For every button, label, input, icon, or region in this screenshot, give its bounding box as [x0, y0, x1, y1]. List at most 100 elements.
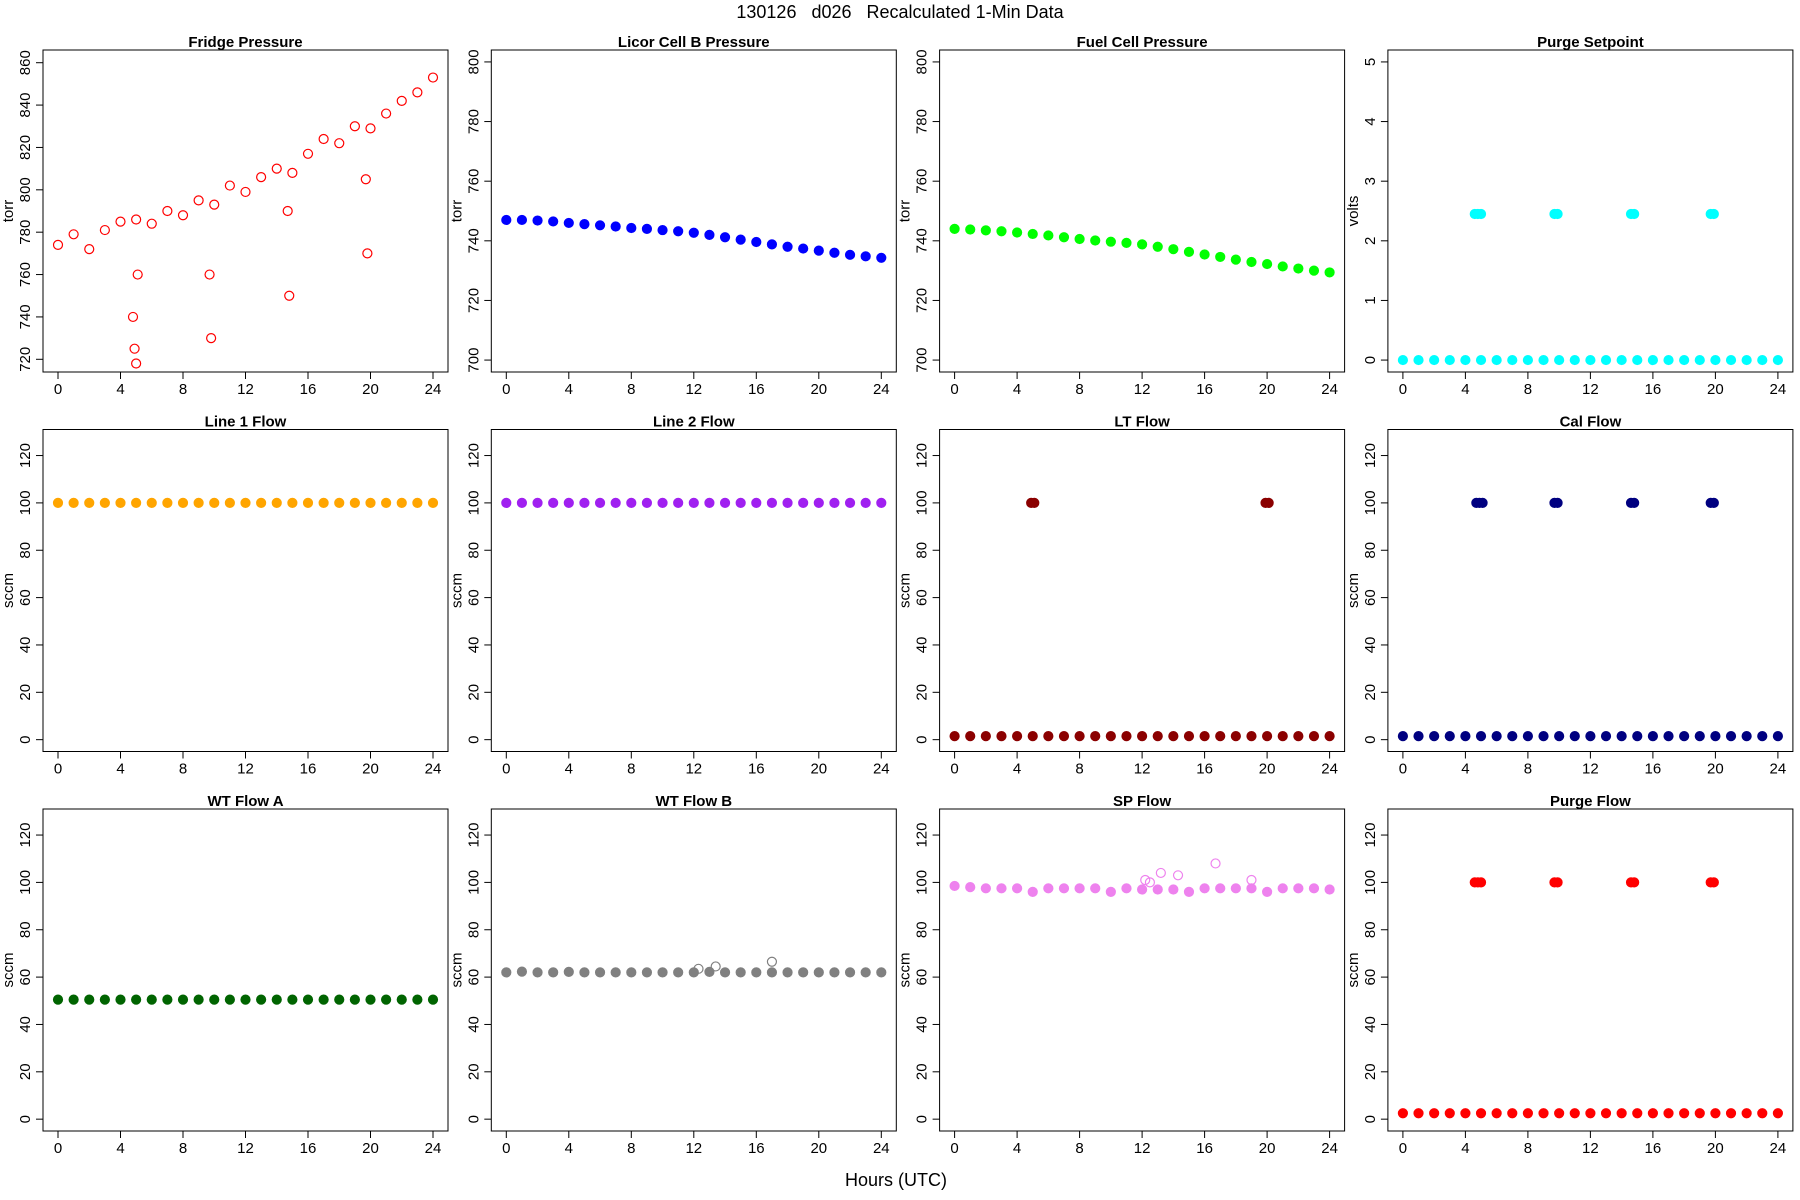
- data-point: [1507, 354, 1518, 366]
- data-point: [271, 497, 282, 508]
- data-point: [1027, 731, 1038, 742]
- data-point: [1308, 731, 1320, 742]
- x-tick-label: 12: [1134, 381, 1151, 398]
- data-point: [996, 226, 1007, 237]
- panel-title: WT Flow A: [207, 793, 283, 810]
- y-tick-label: 60: [17, 969, 34, 986]
- plot-frame: [1387, 808, 1794, 1132]
- x-tick-label: 8: [1075, 760, 1083, 777]
- y-tick-label: 120: [465, 823, 482, 848]
- data-point: [1199, 731, 1210, 742]
- data-point: [1491, 1108, 1502, 1119]
- data-point: [1475, 354, 1487, 366]
- data-point: [1647, 354, 1659, 366]
- data-point: [766, 239, 778, 250]
- data-point: [1679, 731, 1690, 742]
- data-point: [1140, 874, 1151, 886]
- y-tick-label: 0: [465, 1115, 482, 1123]
- x-tick-label: 0: [54, 1140, 62, 1157]
- data-point: [1632, 1108, 1643, 1119]
- plot-frame: [939, 429, 1346, 752]
- x-tick-label: 20: [810, 1140, 827, 1157]
- data-point: [52, 994, 64, 1005]
- data-point: [1741, 731, 1752, 742]
- data-point: [318, 133, 329, 145]
- y-tick-label: 800: [465, 49, 482, 74]
- y-tick-label: 0: [914, 1115, 931, 1123]
- x-tick-label: 8: [1524, 381, 1532, 398]
- data-point: [1308, 883, 1320, 894]
- data-point: [1011, 883, 1023, 894]
- x-tick-label: 4: [116, 381, 124, 398]
- y-axis-label: torr: [0, 200, 17, 223]
- y-tick-label: 40: [1362, 1016, 1379, 1033]
- data-point: [1429, 354, 1440, 366]
- data-point: [381, 994, 392, 1005]
- data-point: [1199, 883, 1210, 894]
- data-point: [1629, 497, 1640, 508]
- data-point: [271, 163, 282, 174]
- y-tick-label: 760: [17, 262, 34, 287]
- data-point: [193, 195, 204, 206]
- y-axis-label: sccm: [1345, 573, 1362, 608]
- data-point: [349, 121, 360, 132]
- data-point: [673, 497, 684, 508]
- y-tick-label: 20: [17, 1063, 34, 1080]
- x-tick-label: 16: [748, 381, 765, 398]
- x-tick-label: 16: [1196, 760, 1213, 777]
- x-tick-label: 24: [425, 1140, 442, 1157]
- data-point: [1413, 731, 1424, 742]
- data-point: [1708, 497, 1719, 508]
- data-point: [1215, 251, 1226, 263]
- data-point: [256, 172, 267, 183]
- y-axis-label: sccm: [897, 953, 914, 988]
- data-point: [1230, 254, 1241, 265]
- data-point: [798, 497, 809, 508]
- data-point: [949, 731, 960, 742]
- panel: Cal Flow sccm 0 4 8 12 16 20 24 0 20 40 60 80 100 120: [1345, 413, 1794, 777]
- data-point: [99, 224, 110, 236]
- data-point: [813, 245, 824, 256]
- data-point: [1460, 731, 1471, 742]
- x-tick-label: 12: [1582, 760, 1599, 777]
- y-axis-label: sccm: [0, 953, 17, 988]
- x-tick-label: 16: [1196, 381, 1213, 398]
- data-point: [99, 994, 110, 1005]
- data-point: [641, 967, 653, 978]
- panel-title: SP Flow: [1113, 793, 1171, 810]
- data-point: [177, 497, 189, 508]
- data-point: [980, 731, 991, 742]
- panel-title: Fridge Pressure: [188, 34, 302, 51]
- data-point: [1507, 731, 1518, 742]
- data-point: [673, 967, 684, 978]
- data-point: [271, 994, 282, 1005]
- data-point: [1694, 1108, 1705, 1119]
- x-tick-label: 4: [116, 760, 124, 777]
- data-point: [1600, 354, 1612, 366]
- data-point: [1569, 354, 1580, 366]
- panel: LT Flow sccm 0 4 8 12 16 20 24 0 20 40 60 80 100 120: [897, 413, 1346, 777]
- x-tick-label: 8: [1524, 1140, 1532, 1157]
- data-point: [1105, 886, 1116, 897]
- data-point: [766, 956, 778, 967]
- y-tick-label: 60: [914, 589, 931, 606]
- x-tick-label: 20: [1707, 381, 1724, 398]
- data-point: [1397, 731, 1409, 742]
- data-point: [844, 249, 856, 260]
- data-point: [1663, 354, 1674, 366]
- x-tick-label: 12: [1134, 1140, 1151, 1157]
- data-point: [1246, 874, 1257, 886]
- data-point: [1183, 731, 1195, 742]
- y-tick-label: 40: [17, 1016, 34, 1033]
- y-tick-label: 80: [465, 921, 482, 938]
- y-tick-label: 0: [1362, 1115, 1379, 1123]
- x-tick-label: 12: [1582, 381, 1599, 398]
- data-point: [563, 966, 574, 977]
- y-tick-label: 760: [465, 169, 482, 194]
- data-point: [1058, 883, 1070, 894]
- data-point: [131, 358, 142, 369]
- panel-title: Cal Flow: [1560, 413, 1622, 430]
- data-point: [1538, 354, 1549, 366]
- panel-title: Line 1 Flow: [205, 413, 287, 430]
- x-tick-label: 0: [502, 381, 510, 398]
